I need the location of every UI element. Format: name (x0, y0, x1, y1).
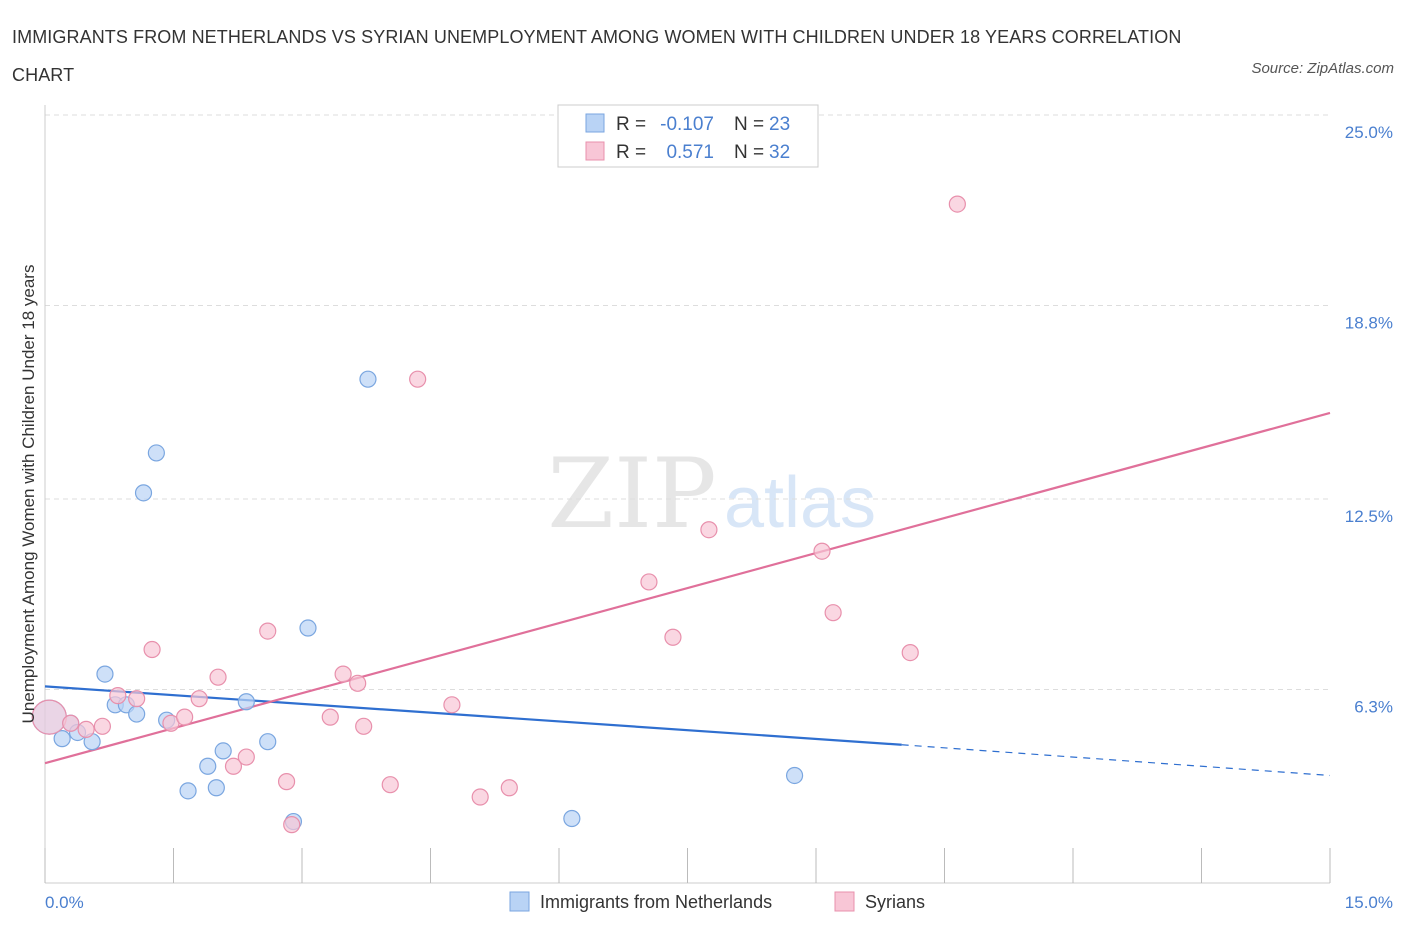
netherlands-trend-line (44, 685, 902, 746)
netherlands-point (299, 619, 317, 637)
syrians-point (283, 816, 301, 834)
legend-r-label-2: R = (616, 142, 646, 163)
syrians-point (334, 665, 352, 683)
syrians-point (813, 542, 831, 560)
netherlands-point (259, 733, 277, 751)
stats-legend: R = -0.107 N = 23 R = 0.571 N = 32 (557, 104, 819, 168)
syrians-point (128, 690, 146, 708)
syrians-point (700, 521, 718, 539)
netherlands-point (207, 779, 225, 797)
netherlands-point (147, 444, 165, 462)
series-legend-swatch-netherlands (509, 891, 530, 912)
syrians-point (143, 640, 161, 659)
netherlands-point (199, 757, 217, 775)
netherlands-point (128, 705, 146, 723)
syrians-point (664, 628, 682, 646)
y-tick-label: 12.5% (1345, 507, 1393, 526)
y-tick-labels: 6.3% 12.5% 18.8% 25.0% (1345, 123, 1393, 716)
chart-title: IMMIGRANTS FROM NETHERLANDS VS SYRIAN UN… (12, 27, 1182, 85)
legend-swatch-blue (585, 113, 605, 133)
y-tick-label: 25.0% (1345, 123, 1393, 142)
syrians-point (109, 687, 127, 705)
netherlands-point (96, 665, 114, 683)
syrians-point (190, 690, 208, 708)
syrians-point (62, 714, 80, 732)
syrians-point (824, 604, 842, 622)
legend-n-value-1: 23 (769, 114, 790, 135)
syrians-point (93, 717, 111, 735)
series-legend: Immigrants from Netherlands Syrians (509, 891, 925, 912)
netherlands-point (237, 693, 255, 711)
netherlands-point (785, 766, 804, 785)
gridlines (45, 114, 1330, 690)
syrians-point (409, 370, 427, 388)
legend-r-value-2: 0.571 (666, 142, 714, 163)
x-tick-label-max: 15.0% (1345, 893, 1393, 912)
syrians-point (277, 773, 296, 791)
syrians-point (443, 696, 461, 714)
legend-n-value-2: 32 (769, 142, 790, 163)
syrians-point (259, 622, 277, 640)
netherlands-point (179, 782, 197, 800)
syrians-point (237, 748, 255, 766)
legend-r-label-1: R = (616, 114, 646, 135)
x-tick-label-min: 0.0% (45, 893, 84, 912)
syrians-point (355, 717, 373, 735)
syrians-point (901, 643, 919, 662)
trend-lines (44, 411, 1331, 777)
watermark-zip: ZIP (547, 438, 716, 550)
syrians-point (176, 708, 194, 726)
netherlands-trend-extension (901, 744, 1331, 777)
y-tick-label: 18.8% (1345, 313, 1393, 332)
netherlands-point (53, 730, 71, 748)
syrians-point (321, 708, 339, 726)
netherlands-point (134, 484, 153, 502)
netherlands-point (214, 742, 232, 760)
syrians-point (471, 788, 489, 806)
netherlands-point (563, 809, 581, 828)
y-axis-label: Unemployment Among Women with Children U… (19, 265, 38, 724)
syrians-point (500, 779, 518, 797)
series-legend-label-syrians: Syrians (865, 892, 925, 912)
syrians-trend-line (44, 411, 1331, 765)
legend-n-label-2: N = (734, 142, 764, 163)
series-legend-swatch-syrians (834, 891, 855, 912)
legend-swatch-pink (585, 141, 605, 161)
legend-n-label-1: N = (734, 114, 764, 135)
x-ticks (44, 848, 1331, 883)
syrians-point (77, 720, 95, 739)
syrians-point (948, 195, 966, 213)
syrians-point (209, 668, 227, 686)
legend-r-value-1: -0.107 (660, 114, 714, 135)
series-legend-label-netherlands: Immigrants from Netherlands (540, 892, 772, 912)
syrians-point (349, 674, 367, 692)
netherlands-point (359, 370, 377, 388)
syrians-point (381, 776, 399, 794)
syrians-point (640, 573, 658, 591)
data-points (31, 195, 966, 834)
watermark-atlas: atlas (724, 463, 876, 543)
syrians-point (224, 757, 243, 775)
source-note: Source: ZipAtlas.com (1251, 60, 1394, 77)
y-tick-label: 6.3% (1354, 697, 1393, 716)
